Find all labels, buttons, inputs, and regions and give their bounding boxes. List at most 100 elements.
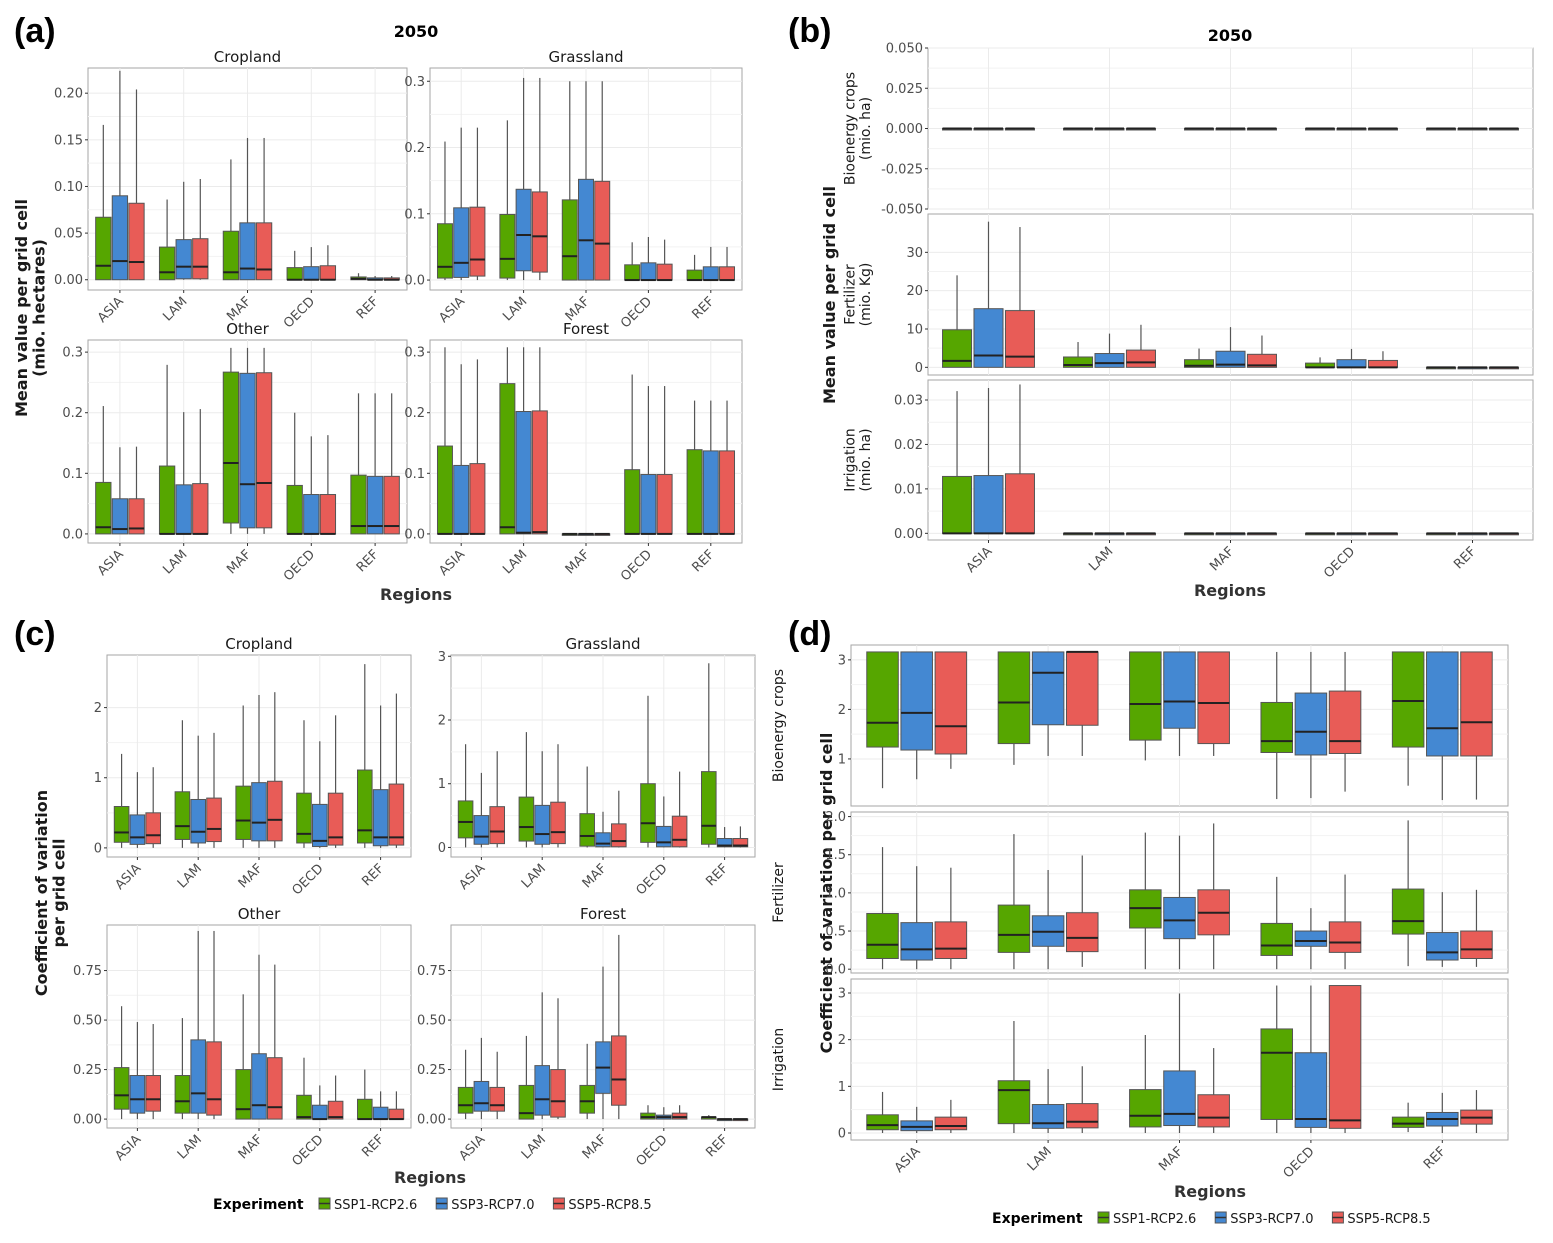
box-lam-ssp3-rcp7.0 (1094, 532, 1125, 536)
box-lam-ssp3-rcp7.0 (534, 992, 550, 1120)
box-iqr (192, 238, 209, 280)
box-ref-ssp1-rcp2.6 (356, 1069, 373, 1121)
facet-d-fertilizer: 0.0 0.5 1.0 1.5 2.0 Fertilizer (771, 810, 1509, 978)
x-axis-label: Regions (1174, 1182, 1246, 1201)
box-lam-ssp3-rcp7.0 (1094, 127, 1125, 131)
box-maf-ssp1-rcp2.6 (235, 994, 251, 1120)
y-tick-label: 0.0 (825, 963, 846, 978)
box-iqr (312, 1104, 328, 1120)
box-ref-ssp3-rcp7.0 (716, 827, 733, 848)
box-iqr (550, 1069, 566, 1118)
box-ref-ssp5-rcp8.5 (1488, 366, 1519, 370)
box-asia-ssp5-rcp8.5 (469, 359, 486, 535)
box-iqr (1031, 1104, 1065, 1129)
box-lam-ssp1-rcp2.6 (174, 720, 191, 848)
box-iqr (515, 411, 532, 535)
box-lam-ssp5-rcp8.5 (1065, 855, 1099, 967)
box-maf-ssp5-rcp8.5 (594, 532, 611, 536)
box-ref-ssp3-rcp7.0 (366, 393, 384, 535)
box-oecd-ssp1-rcp2.6 (1260, 651, 1294, 800)
box-ref-ssp3-rcp7.0 (372, 1091, 389, 1121)
box-iqr (671, 815, 688, 848)
box-iqr (206, 1041, 222, 1116)
box-ref-ssp1-rcp2.6 (1426, 366, 1457, 370)
y-tick-label: 0.0 (62, 527, 83, 542)
y-tick-label: 0.050 (886, 42, 923, 57)
box-oecd-ssp3-rcp7.0 (1336, 532, 1367, 536)
y-tick-label: -0.025 (881, 162, 923, 177)
box-asia-ssp5-rcp8.5 (145, 767, 162, 848)
y-tick-label: 0.025 (886, 82, 923, 97)
box-maf-ssp5-rcp8.5 (594, 81, 611, 281)
box-iqr (934, 651, 968, 755)
legend-item-ssp1-rcp2.6: SSP1-RCP2.6 (318, 1197, 417, 1213)
box-lam-ssp3-rcp7.0 (175, 412, 192, 535)
y-tick-label: 0.2 (404, 406, 425, 421)
box-ref-ssp5-rcp8.5 (388, 693, 405, 848)
box-asia-ssp5-rcp8.5 (145, 1024, 162, 1120)
box-asia-ssp5-rcp8.5 (128, 446, 145, 535)
facet-c-forest: 0.00 0.25 0.50 0.75 ASIA LAM MAF OECD REF Forest (417, 905, 756, 1169)
x-tick-label: REF (359, 1132, 387, 1160)
legend-label: SSP1-RCP2.6 (334, 1198, 417, 1213)
facet-label: Fertilizer(mio. Kg) (843, 263, 874, 327)
box-asia-ssp3-rcp7.0 (900, 651, 933, 780)
box-ref-ssp3-rcp7.0 (1457, 127, 1488, 131)
box-iqr (1031, 651, 1065, 726)
box-asia-ssp3-rcp7.0 (973, 127, 1004, 131)
box-ref-ssp1-rcp2.6 (700, 663, 717, 848)
box-maf-ssp3-rcp7.0 (251, 694, 267, 848)
box-iqr (128, 498, 145, 535)
legend-item-ssp3-rcp7.0: SSP3-RCP7.0 (435, 1197, 534, 1213)
y-tick-label: 2.0 (825, 810, 846, 825)
box-iqr (255, 372, 273, 529)
box-iqr (611, 823, 627, 848)
box-iqr (1294, 930, 1328, 947)
x-tick-label: ASIA (112, 861, 144, 893)
facet-b-irrigation: 0.00 0.01 0.02 0.03 ASIA LAM MAF OECD REF Irrigat… (843, 379, 1534, 581)
box-lam-ssp3-rcp7.0 (175, 181, 192, 280)
box-iqr (457, 800, 474, 839)
box-iqr (296, 792, 312, 844)
facet-a-other: 0.0 0.1 0.2 0.3 ASIA LAM MAF OECD REF Other (62, 320, 408, 584)
box-iqr (579, 813, 595, 847)
y-tick-label: 1 (94, 771, 102, 786)
box-oecd-ssp5-rcp8.5 (1367, 127, 1398, 131)
y-tick-label: 0 (438, 841, 446, 856)
box-ref-ssp3-rcp7.0 (702, 246, 719, 282)
y-tick-label: 2 (838, 1033, 846, 1048)
box-maf-ssp1-rcp2.6 (222, 347, 240, 534)
box-iqr (1065, 651, 1099, 726)
box-iqr (1328, 921, 1362, 953)
x-tick-label: ASIA (95, 294, 127, 326)
box-asia-ssp5-rcp8.5 (1004, 127, 1035, 131)
box-oecd-ssp3-rcp7.0 (303, 247, 320, 281)
box-asia-ssp1-rcp2.6 (866, 847, 899, 970)
facet-c-other: 0.00 0.25 0.50 0.75 ASIA LAM MAF OECD REF Other (73, 905, 412, 1169)
box-iqr (1065, 912, 1099, 953)
box-iqr (1391, 888, 1425, 935)
box-maf-ssp1-rcp2.6 (235, 705, 251, 848)
box-iqr (534, 804, 550, 845)
x-tick-label: OECD (633, 1132, 670, 1169)
box-maf-ssp5-rcp8.5 (611, 790, 627, 848)
facet-label: Irrigation (771, 1028, 787, 1092)
box-iqr (1328, 690, 1362, 754)
box-maf-ssp1-rcp2.6 (561, 532, 578, 536)
box-lam-ssp3-rcp7.0 (515, 77, 532, 281)
box-iqr (716, 838, 733, 848)
y-tick-label: 0.75 (417, 964, 446, 979)
x-tick-label: OECD (281, 547, 318, 584)
box-maf-ssp3-rcp7.0 (578, 532, 594, 536)
box-maf-ssp1-rcp2.6 (222, 159, 240, 281)
legend: Experiment SSP1-RCP2.6 SSP3-RCP7.0 SSP5-RCP… (213, 1197, 652, 1213)
box-maf-ssp5-rcp8.5 (1197, 1048, 1230, 1133)
box-maf-ssp1-rcp2.6 (561, 81, 578, 281)
box-iqr (1004, 310, 1035, 368)
box-asia-ssp1-rcp2.6 (942, 391, 973, 535)
y-tick-label: 0.20 (54, 87, 83, 102)
box-iqr (95, 481, 112, 535)
facet-title: Cropland (214, 48, 281, 66)
box-maf-ssp3-rcp7.0 (578, 81, 594, 281)
